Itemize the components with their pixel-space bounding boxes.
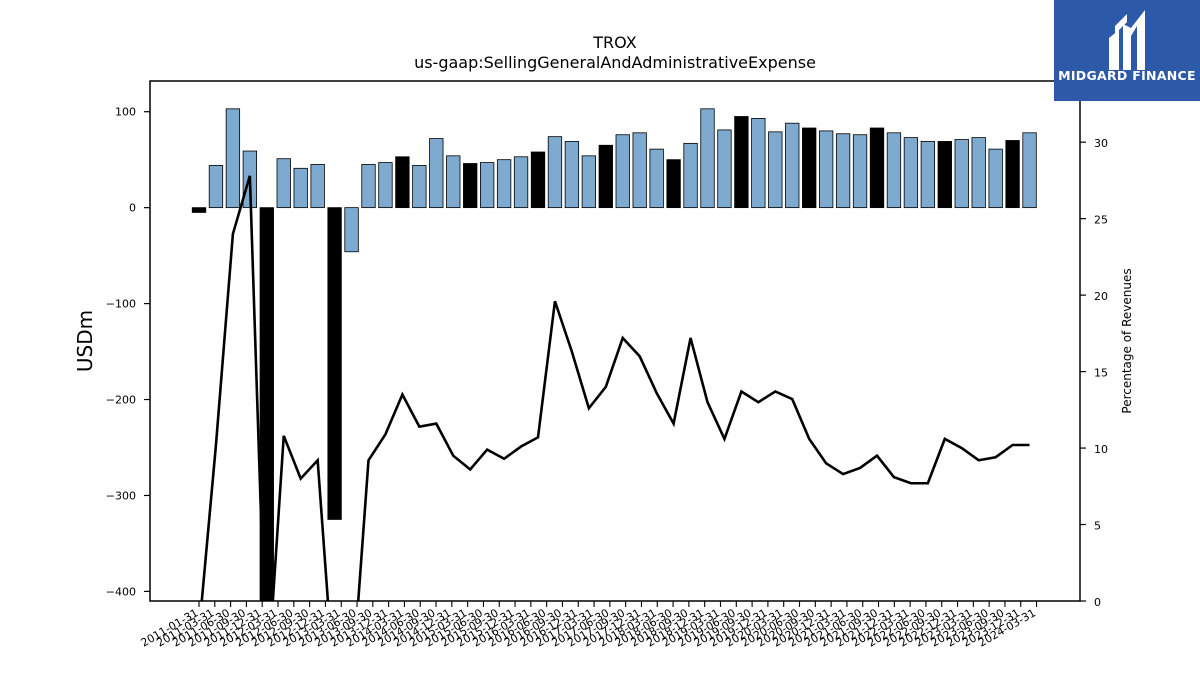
y2-tick-label: 25 [1094, 214, 1108, 227]
bar-2014-12-31 [463, 163, 478, 209]
bar-2021-06-30 [903, 137, 919, 209]
y2-tick-label: 10 [1094, 443, 1108, 456]
bar-2017-12-31 [666, 159, 681, 209]
y2-tick-label: 5 [1094, 520, 1101, 533]
bar-2019-03-31 [751, 118, 766, 209]
bar-2016-06-30 [564, 141, 580, 209]
bar-2020-06-30 [835, 133, 851, 209]
bar-2021-09-30 [920, 141, 935, 209]
bar-2017-03-31 [615, 134, 630, 209]
bar-2011-01-31 [191, 207, 207, 213]
bar-2020-12-31 [869, 127, 885, 209]
bar-2012-06-30 [293, 167, 308, 209]
bar-2021-12-31 [937, 141, 952, 209]
bar-2012-12-31 [327, 207, 342, 520]
bar-2018-12-31 [734, 116, 749, 209]
bar-2013-12-31 [395, 156, 410, 209]
bar-2015-06-30 [496, 159, 512, 209]
bar-2015-09-30 [513, 156, 529, 209]
brand-logo: MIDGARD FINANCE [1054, 0, 1200, 101]
logo-mark-icon [1109, 10, 1145, 70]
bar-2019-09-30 [785, 122, 800, 209]
y-tick-label: −300 [106, 489, 136, 502]
bar-2016-03-31 [547, 136, 563, 209]
bar-2012-03-31 [276, 158, 291, 209]
ratio-line [200, 175, 1030, 601]
bar-2017-06-30 [632, 132, 647, 209]
bar-2014-06-30 [429, 138, 444, 209]
bar-2023-03-31 [1022, 132, 1037, 209]
bar-2018-03-31 [683, 142, 698, 209]
bar-2022-09-30 [988, 148, 1003, 209]
chart-subtitle: us-gaap:SellingGeneralAndAdministrativeE… [414, 53, 816, 72]
bar-2011-06-30 [225, 108, 241, 209]
bar-2020-03-31 [819, 130, 834, 209]
bar-2012-09-30 [310, 164, 325, 209]
y-tick-label: 100 [115, 106, 136, 119]
bar-2011-03-31 [208, 165, 224, 209]
y-tick-label: −400 [106, 585, 136, 598]
y-tick-label: 0 [129, 202, 136, 215]
y2-tick-label: 0 [1094, 596, 1101, 609]
line-series [200, 175, 1030, 601]
bar-2022-12-31 [1005, 140, 1020, 209]
bar-2020-09-30 [852, 134, 868, 209]
bar-2013-06-30 [361, 164, 376, 209]
y-tick-label: −200 [106, 394, 136, 407]
y-tick-label: −100 [106, 298, 136, 311]
y2-axis-label: Percentage of Revenues [1120, 268, 1134, 413]
bar-2021-03-31 [886, 132, 902, 209]
bar-2013-09-30 [378, 162, 393, 209]
plot-frame [149, 80, 1081, 602]
bar-2019-12-31 [802, 127, 817, 209]
y2-tick-label: 15 [1094, 367, 1108, 380]
bar-2016-12-31 [598, 144, 613, 209]
bar-2014-09-30 [446, 155, 461, 209]
bar-2022-03-31 [954, 139, 969, 209]
y-axis-label: USDm [73, 310, 97, 372]
y2-tick-label: 20 [1094, 290, 1108, 303]
logo-text: MIDGARD FINANCE [1058, 68, 1196, 83]
bar-2015-03-31 [479, 162, 495, 209]
bar-2013-03-31 [344, 207, 359, 253]
chart-title: TROX [592, 33, 636, 52]
bar-series [191, 108, 1037, 602]
axes: −400−300−200−10001000510152025302011-01-… [106, 80, 1108, 650]
bar-2017-09-30 [649, 148, 664, 209]
bar-2015-12-31 [530, 151, 546, 209]
bar-2018-09-30 [717, 129, 732, 209]
bar-2018-06-30 [700, 108, 715, 209]
y2-tick-label: 30 [1094, 137, 1108, 150]
bar-2019-06-30 [768, 131, 783, 209]
bar-2014-03-31 [412, 165, 427, 209]
bar-2022-06-30 [971, 137, 986, 209]
bar-2016-09-30 [581, 155, 596, 209]
